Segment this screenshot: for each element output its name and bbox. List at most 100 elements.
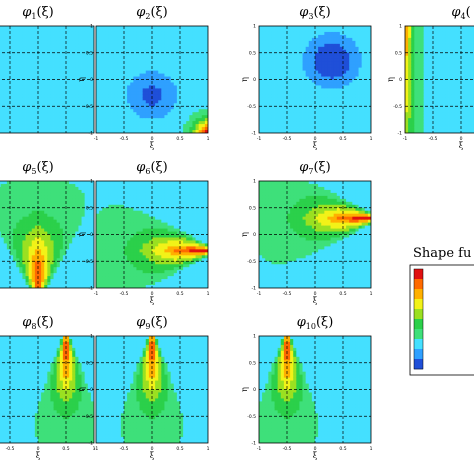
- contour-cell: [142, 58, 147, 63]
- contour-cell: [81, 67, 86, 71]
- contour-cell: [268, 79, 272, 83]
- contour-cell: [158, 55, 162, 60]
- contour-cell: [321, 26, 325, 30]
- contour-cell: [436, 64, 440, 69]
- contour-cell: [16, 28, 20, 33]
- contour-cell: [72, 94, 76, 98]
- contour-cell: [44, 58, 48, 63]
- contour-cell: [352, 58, 356, 63]
- contour-cell: [321, 112, 325, 116]
- contour-cell: [145, 46, 150, 51]
- contour-cell: [467, 82, 471, 86]
- contour-cell: [139, 118, 144, 122]
- contour-cell: [38, 130, 42, 133]
- contour-cell: [201, 127, 206, 131]
- contour-cell: [290, 97, 294, 101]
- contour-cell: [31, 130, 36, 133]
- contour-cell: [105, 118, 109, 122]
- contour-cell: [148, 118, 153, 122]
- contour-cell: [280, 97, 285, 101]
- contour-cell: [352, 121, 356, 125]
- contour-cell: [0, 130, 5, 133]
- contour-cell: [367, 130, 371, 133]
- contour-cell: [69, 34, 73, 39]
- y-tick-label: -0.5: [247, 104, 256, 110]
- contour-cell: [173, 97, 178, 101]
- contour-cell: [405, 64, 409, 69]
- contour-cell: [13, 79, 17, 83]
- contour-cell: [274, 26, 279, 30]
- contour-cell: [75, 121, 79, 125]
- contour-cell: [6, 112, 11, 116]
- contour-cell: [293, 85, 297, 89]
- contour-cell: [3, 97, 8, 101]
- contour-cell: [262, 79, 266, 83]
- contour-cell: [318, 58, 322, 63]
- contour-cell: [117, 112, 122, 116]
- contour-cell: [445, 94, 449, 98]
- contour-cell: [161, 61, 165, 66]
- contour-cell: [417, 127, 421, 131]
- contour-cell: [426, 109, 431, 113]
- contour-cell: [66, 49, 70, 54]
- contour-cell: [290, 118, 294, 122]
- contour-cell: [44, 46, 48, 51]
- contour-cell: [44, 85, 48, 89]
- y-axis-label: η: [77, 77, 86, 82]
- contour-cell: [41, 73, 45, 77]
- contour-cell: [433, 130, 437, 133]
- contour-cell: [262, 55, 266, 60]
- contour-cell: [13, 40, 17, 45]
- contour-cell: [192, 28, 196, 33]
- contour-cell: [28, 103, 33, 107]
- contour-cell: [414, 49, 418, 54]
- contour-cell: [167, 64, 172, 69]
- contour-cell: [114, 127, 119, 131]
- contour-cell: [136, 94, 140, 98]
- contour-cell: [346, 112, 350, 116]
- contour-cell: [315, 127, 319, 131]
- contour-cell: [355, 103, 359, 107]
- contour-cell: [262, 26, 266, 30]
- contour-cell: [170, 127, 175, 131]
- contour-cell: [268, 127, 272, 131]
- contour-cell: [66, 109, 70, 113]
- contour-cell: [13, 61, 17, 66]
- contour-cell: [31, 94, 36, 98]
- contour-cell: [186, 124, 190, 128]
- contour-cell: [271, 124, 275, 128]
- contour-cell: [414, 43, 418, 48]
- contour-cell: [358, 40, 363, 45]
- contour-cell: [78, 100, 82, 104]
- contour-cell: [426, 112, 431, 116]
- contour-cell: [457, 76, 462, 80]
- contour-cell: [87, 118, 92, 122]
- contour-cell: [59, 82, 64, 86]
- contour-cell: [195, 73, 200, 77]
- contour-cell: [53, 85, 58, 89]
- contour-cell: [324, 94, 328, 98]
- contour-cell: [327, 97, 331, 101]
- contour-cell: [75, 118, 79, 122]
- contour-cell: [111, 28, 116, 33]
- contour-cell: [3, 28, 8, 33]
- contour-cell: [124, 130, 128, 133]
- contour-cell: [25, 97, 30, 101]
- contour-cell: [461, 55, 465, 60]
- contour-cell: [108, 64, 112, 69]
- contour-cell: [277, 64, 282, 69]
- contour-cell: [346, 55, 350, 60]
- contour-cell: [189, 112, 193, 116]
- contour-cell: [411, 88, 415, 92]
- contour-cell: [41, 118, 45, 122]
- contour-cell: [420, 103, 425, 107]
- contour-cell: [10, 67, 14, 71]
- contour-cell: [349, 103, 353, 107]
- contour-cell: [448, 64, 453, 69]
- contour-cell: [161, 115, 165, 119]
- contour-cell: [470, 127, 474, 131]
- contour-cell: [0, 127, 2, 131]
- contour-cell: [173, 55, 178, 60]
- contour-cell: [145, 79, 150, 83]
- contour-cell: [87, 82, 92, 86]
